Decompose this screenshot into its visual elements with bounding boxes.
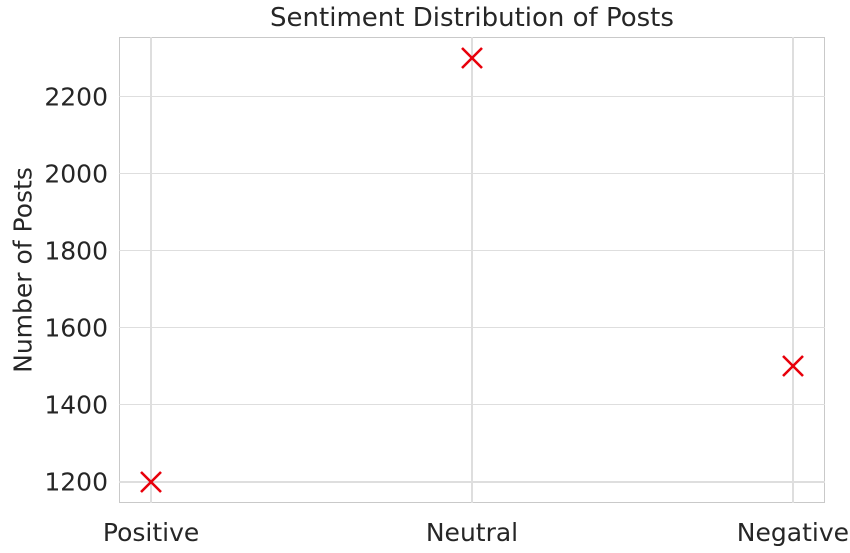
x-tick-label: Neutral	[425, 518, 519, 547]
gridline-vertical	[150, 37, 152, 503]
y-tick-label: 1600	[44, 313, 108, 343]
y-tick-label: 1800	[44, 236, 108, 266]
x-tick-label: Negative	[736, 518, 850, 547]
y-tick-label: 1200	[44, 467, 108, 497]
y-tick-label: 1400	[44, 390, 108, 420]
data-point-neutral	[461, 47, 483, 70]
y-axis-label: Number of Posts	[8, 167, 38, 373]
y-tick-label: 2000	[44, 159, 108, 189]
data-point-positive	[140, 470, 162, 493]
x-tick-label: Positive	[102, 518, 200, 547]
gridline-vertical	[792, 37, 794, 503]
chart-title: Sentiment Distribution of Posts	[270, 3, 674, 33]
data-point-negative	[781, 355, 804, 378]
gridline-vertical	[471, 37, 473, 503]
y-tick-label: 2200	[44, 82, 108, 112]
